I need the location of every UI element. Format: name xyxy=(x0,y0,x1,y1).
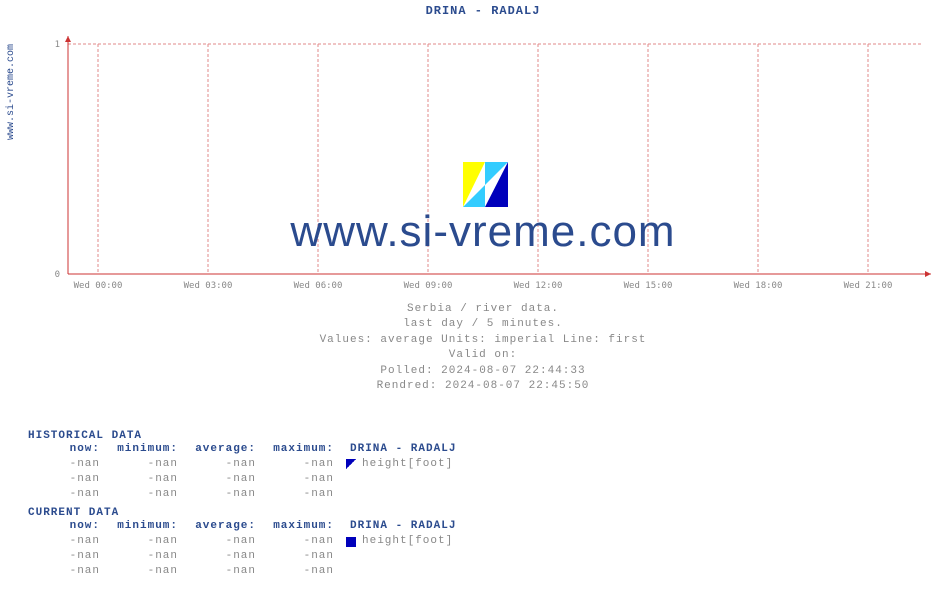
meta-line: last day / 5 minutes. xyxy=(28,317,938,332)
site-label: www.si-vreme.com xyxy=(6,44,17,140)
svg-text:Wed 06:00: Wed 06:00 xyxy=(294,281,343,291)
column-header: maximum: xyxy=(262,519,340,534)
table-cell: -nan xyxy=(28,564,106,579)
legend-entry: height[foot] xyxy=(340,534,453,549)
svg-text:Wed 03:00: Wed 03:00 xyxy=(184,281,233,291)
chart-title: DRINA - RADALJ xyxy=(28,0,938,22)
legend-label: height[foot] xyxy=(362,534,453,549)
series-legend: DRINA - RADALJ xyxy=(340,519,456,534)
table-cell: -nan xyxy=(262,549,340,564)
table-header-row: now:minimum:average:maximum: DRINA - RADA… xyxy=(28,519,938,534)
table-cell: -nan xyxy=(28,487,106,502)
legend-swatch xyxy=(346,537,356,547)
table-row: -nan-nan-nan-nan xyxy=(28,487,938,502)
legend-entry: height[foot] xyxy=(340,457,453,472)
legend-swatch xyxy=(346,459,356,469)
meta-line: Polled: 2024-08-07 22:44:33 xyxy=(28,364,938,379)
table-cell: -nan xyxy=(28,472,106,487)
table-row: -nan-nan-nan-nan xyxy=(28,549,938,564)
plot-area: 01Wed 00:00Wed 03:00Wed 06:00Wed 09:00We… xyxy=(28,22,938,284)
column-header: now: xyxy=(28,519,106,534)
table-cell: -nan xyxy=(184,549,262,564)
svg-text:1: 1 xyxy=(55,40,60,50)
table-cell: -nan xyxy=(106,564,184,579)
table-cell: -nan xyxy=(262,487,340,502)
current-title: CURRENT DATA xyxy=(28,507,938,519)
table-cell: -nan xyxy=(262,564,340,579)
svg-text:Wed 00:00: Wed 00:00 xyxy=(74,281,123,291)
table-cell: -nan xyxy=(28,534,106,549)
table-cell: -nan xyxy=(184,457,262,472)
table-cell: -nan xyxy=(184,534,262,549)
svg-text:Wed 21:00: Wed 21:00 xyxy=(844,281,893,291)
column-header: minimum: xyxy=(106,442,184,457)
series-legend: DRINA - RADALJ xyxy=(340,442,456,457)
table-header-row: now:minimum:average:maximum: DRINA - RADA… xyxy=(28,442,938,457)
table-cell: -nan xyxy=(106,472,184,487)
table-row: -nan-nan-nan-nanheight[foot] xyxy=(28,534,938,549)
table-cell: -nan xyxy=(184,472,262,487)
table-cell: -nan xyxy=(106,487,184,502)
svg-text:Wed 18:00: Wed 18:00 xyxy=(734,281,783,291)
column-header: maximum: xyxy=(262,442,340,457)
legend-label: height[foot] xyxy=(362,457,453,472)
table-row: -nan-nan-nan-nan xyxy=(28,564,938,579)
table-row: -nan-nan-nan-nan xyxy=(28,472,938,487)
table-cell: -nan xyxy=(262,534,340,549)
svg-text:Wed 09:00: Wed 09:00 xyxy=(404,281,453,291)
chart-meta: Serbia / river data. last day / 5 minute… xyxy=(28,302,938,394)
station-name: DRINA - RADALJ xyxy=(350,519,456,534)
table-cell: -nan xyxy=(28,549,106,564)
table-cell: -nan xyxy=(28,457,106,472)
historical-title: HISTORICAL DATA xyxy=(28,430,938,442)
meta-line: Rendred: 2024-08-07 22:45:50 xyxy=(28,379,938,394)
table-cell: -nan xyxy=(106,549,184,564)
data-tables: HISTORICAL DATA now:minimum:average:maxi… xyxy=(28,424,938,579)
watermark-text: www.si-vreme.com xyxy=(28,207,938,257)
meta-line: Serbia / river data. xyxy=(28,302,938,317)
watermark-logo xyxy=(463,162,508,207)
table-cell: -nan xyxy=(106,534,184,549)
station-name: DRINA - RADALJ xyxy=(350,442,456,457)
meta-line: Values: average Units: imperial Line: fi… xyxy=(28,333,938,348)
table-cell: -nan xyxy=(262,457,340,472)
table-cell: -nan xyxy=(184,564,262,579)
table-row: -nan-nan-nan-nanheight[foot] xyxy=(28,457,938,472)
column-header: minimum: xyxy=(106,519,184,534)
column-header: now: xyxy=(28,442,106,457)
table-cell: -nan xyxy=(262,472,340,487)
chart-container: DRINA - RADALJ 0 1 Wed 00:00 Wed 03:00 Wed 0… xyxy=(28,0,938,394)
table-cell: -nan xyxy=(184,487,262,502)
table-cell: -nan xyxy=(106,457,184,472)
svg-text:Wed 15:00: Wed 15:00 xyxy=(624,281,673,291)
svg-text:0: 0 xyxy=(55,270,60,280)
column-header: average: xyxy=(184,519,262,534)
meta-line: Valid on: xyxy=(28,348,938,363)
svg-text:Wed 12:00: Wed 12:00 xyxy=(514,281,563,291)
column-header: average: xyxy=(184,442,262,457)
